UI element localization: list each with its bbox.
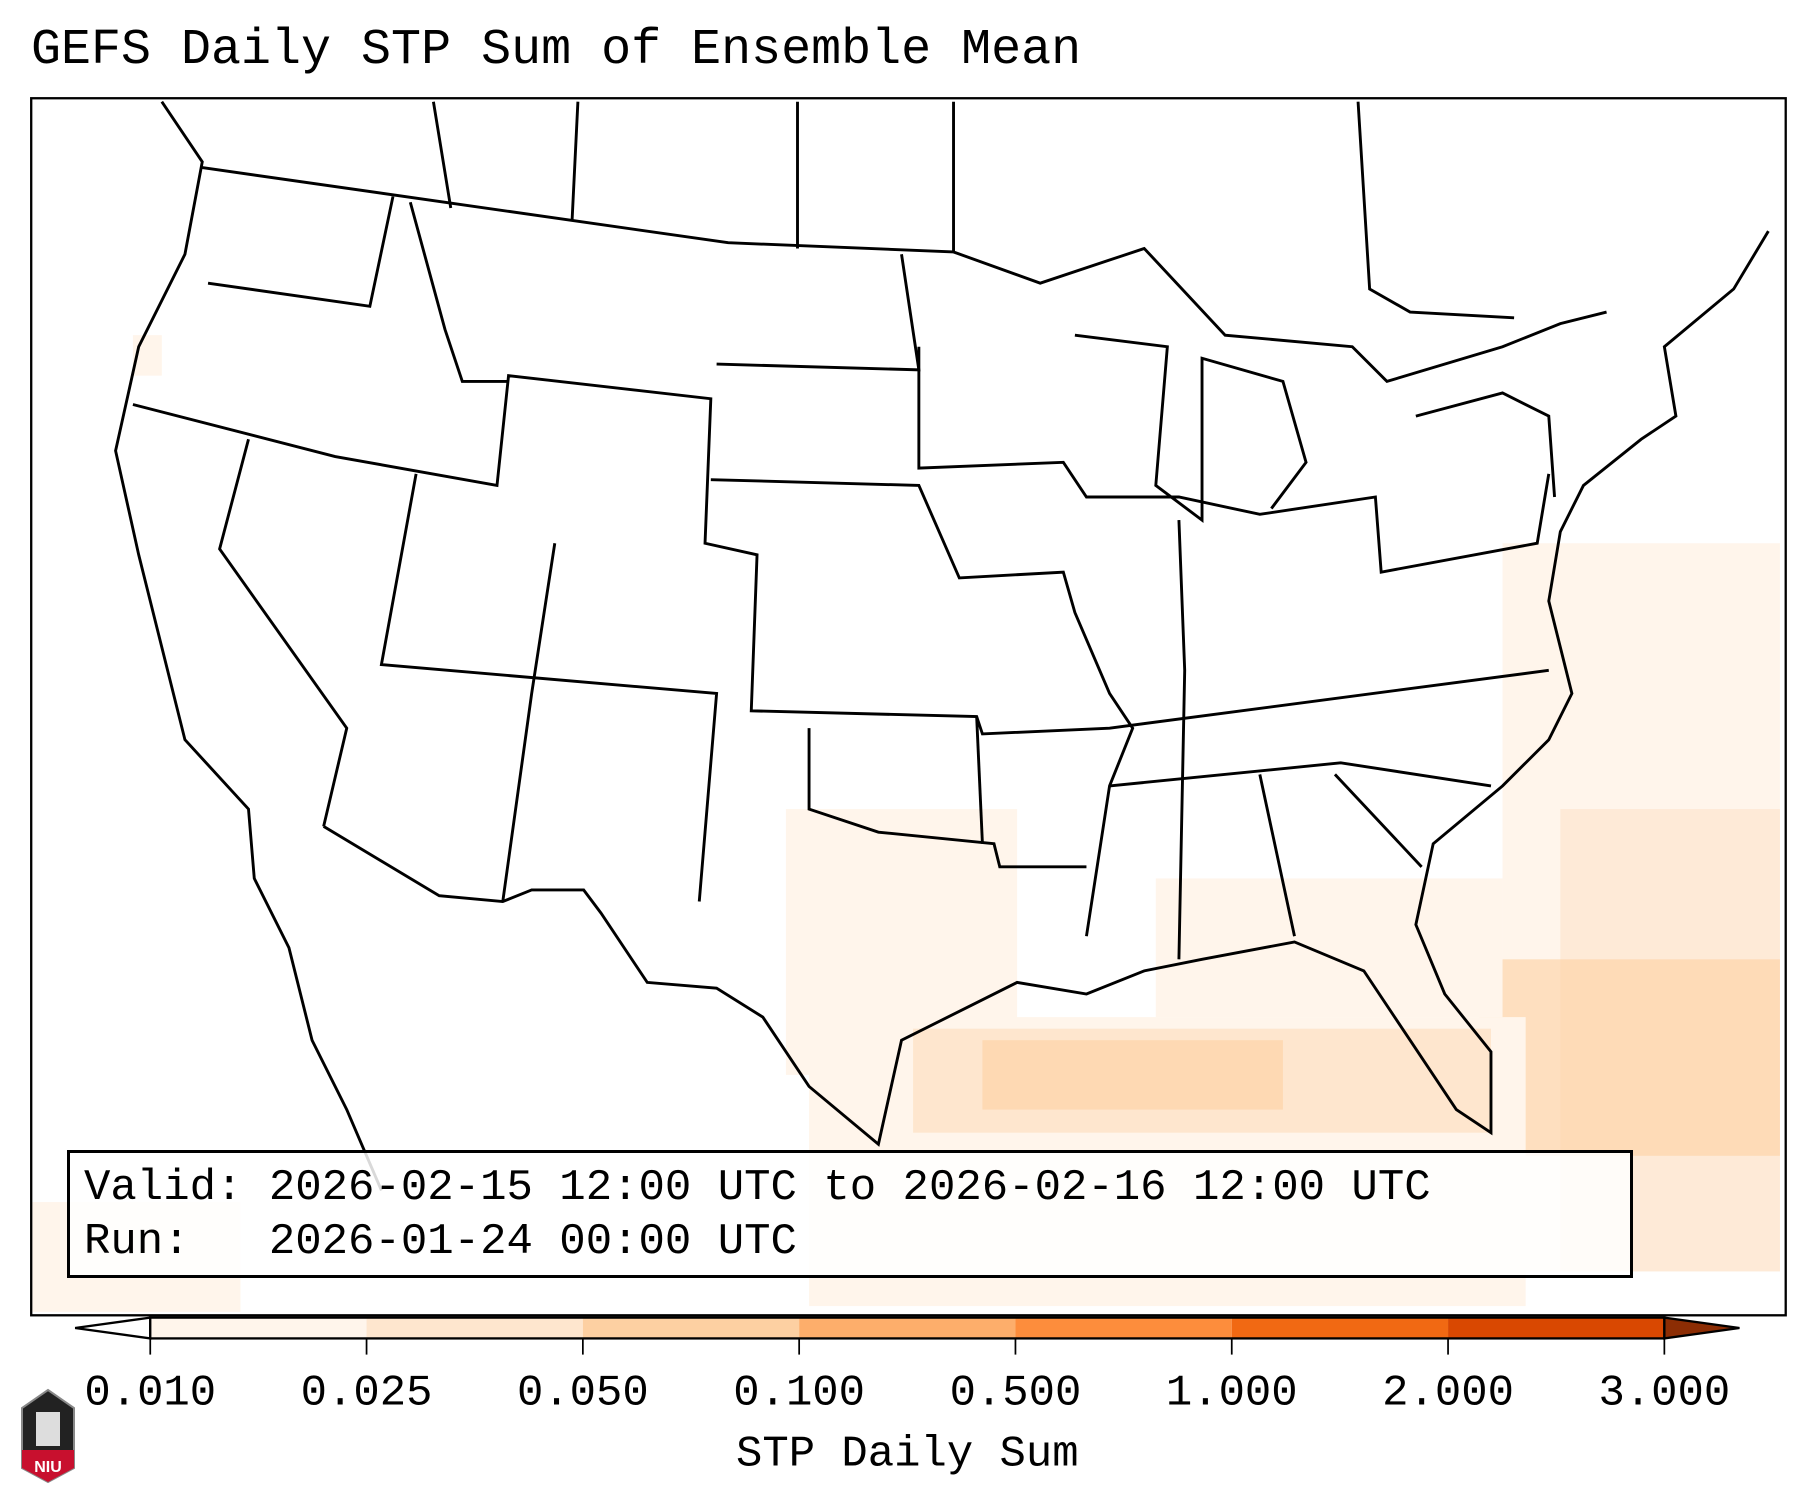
logo-text: NIU xyxy=(34,1459,62,1476)
colorbar-segment xyxy=(799,1317,1016,1339)
map-frame xyxy=(30,97,1787,1317)
colorbar-segment xyxy=(582,1317,800,1339)
colorbar-outline xyxy=(149,1316,1666,1340)
colorbar-tick-label: 0.025 xyxy=(301,1368,433,1418)
colorbar-segment xyxy=(150,1317,367,1339)
niu-logo: NIU xyxy=(20,1388,76,1484)
colorbar-tick-label: 0.050 xyxy=(517,1368,649,1418)
colorbar-tick-label: 3.000 xyxy=(1598,1368,1730,1418)
run-label: Run: xyxy=(84,1217,190,1267)
colorbar-tick-label: 1.000 xyxy=(1166,1368,1298,1418)
valid-value: 2026-02-15 12:00 UTC to 2026-02-16 12:00… xyxy=(268,1163,1431,1213)
colorbar-tick-label: 2.000 xyxy=(1382,1368,1514,1418)
state-boundaries xyxy=(114,100,1770,1192)
colorbar-label: STP Daily Sum xyxy=(736,1430,1079,1480)
valid-run-info-box: Valid: 2026-02-15 12:00 UTC to 2026-02-1… xyxy=(67,1150,1633,1278)
colorbar-segment xyxy=(1015,1317,1232,1339)
colorbar-tick-label: 0.100 xyxy=(733,1368,865,1418)
run-value: 2026-01-24 00:00 UTC xyxy=(268,1217,797,1267)
colorbar-over-arrow xyxy=(1663,1316,1740,1340)
colorbar-segment xyxy=(1231,1317,1449,1339)
colorbar-segment xyxy=(1448,1317,1665,1339)
colorbar: 0.010 0.025 0.050 0.100 0.500 1.000 2.000 3.000… xyxy=(74,1316,1740,1480)
map-title: GEFS Daily STP Sum of Ensemble Mean xyxy=(31,22,1082,79)
valid-label: Valid: xyxy=(84,1163,243,1213)
colorbar-tick-label: 0.500 xyxy=(950,1368,1082,1418)
colorbar-under-arrow xyxy=(74,1316,152,1340)
colorbar-tick-label: 0.010 xyxy=(84,1368,216,1418)
colorbar-segment xyxy=(366,1317,583,1339)
